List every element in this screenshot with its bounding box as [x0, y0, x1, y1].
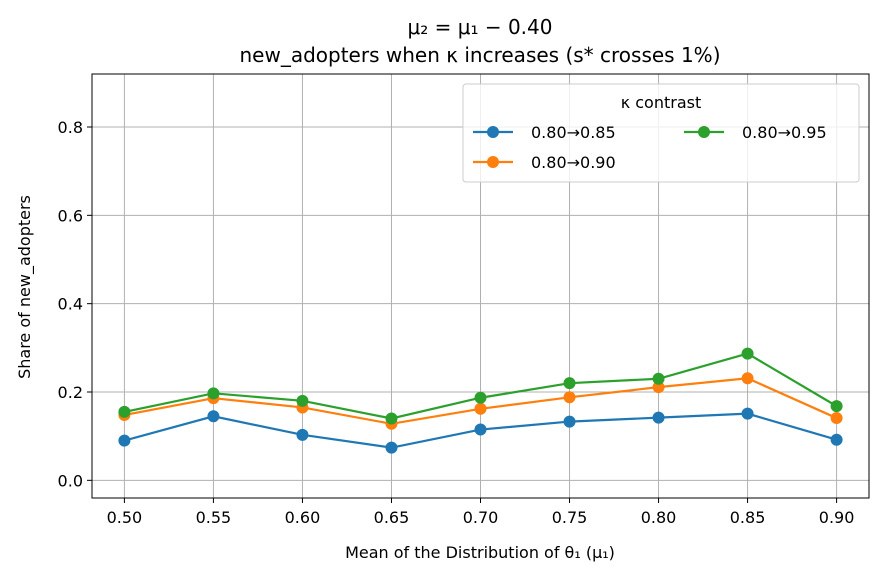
x-tick-label: 0.60	[285, 508, 321, 527]
legend-label: 0.80→0.90	[531, 153, 616, 172]
series-1	[118, 407, 843, 454]
legend-label: 0.80→0.95	[742, 123, 827, 142]
data-point	[830, 433, 843, 446]
data-point	[296, 394, 309, 407]
x-axis-label: Mean of the Distribution of θ₁ (μ₁)	[345, 543, 615, 562]
x-tick-label: 0.55	[196, 508, 232, 527]
data-point	[207, 387, 220, 400]
legend-box	[462, 83, 860, 183]
data-point	[563, 415, 576, 428]
x-tick-label: 0.85	[730, 508, 766, 527]
legend-title: κ contrast	[621, 93, 702, 112]
legend-marker	[698, 126, 710, 138]
data-point	[474, 402, 487, 415]
data-point	[741, 407, 754, 420]
data-point	[385, 412, 398, 425]
data-point	[741, 372, 754, 385]
x-tick-label: 0.50	[107, 508, 143, 527]
data-point	[830, 412, 843, 425]
legend-marker	[487, 126, 499, 138]
x-tick-label: 0.90	[819, 508, 855, 527]
data-point	[385, 441, 398, 454]
data-point	[296, 428, 309, 441]
y-tick-label: 0.8	[58, 118, 83, 137]
data-point	[652, 411, 665, 424]
data-point	[563, 377, 576, 390]
legend-entry: 0.80→0.95	[684, 123, 827, 142]
data-point	[118, 434, 131, 447]
legend-marker	[487, 156, 499, 168]
chart-title-line2: new_adopters when κ increases (s* crosse…	[239, 43, 720, 67]
series-3	[118, 347, 843, 425]
legend: κ contrast 0.80→0.85 0.80→0.90 0.80→0.95	[462, 83, 860, 183]
data-point	[741, 347, 754, 360]
y-tick-label: 0.4	[58, 295, 83, 314]
series-layer	[118, 347, 843, 454]
data-point	[830, 400, 843, 413]
data-point	[118, 405, 131, 418]
chart-title-line1: μ₂ = μ₁ − 0.40	[408, 15, 553, 39]
y-tick-label: 0.2	[58, 383, 83, 402]
data-point	[563, 391, 576, 404]
legend-label: 0.80→0.85	[531, 123, 616, 142]
x-tick-label: 0.75	[552, 508, 588, 527]
x-tick-label: 0.65	[374, 508, 410, 527]
y-tick-label: 0.0	[58, 471, 83, 490]
legend-entry: 0.80→0.85	[473, 123, 616, 142]
x-tick-label: 0.70	[463, 508, 499, 527]
data-point	[474, 391, 487, 404]
data-point	[474, 423, 487, 436]
x-tick-label: 0.80	[641, 508, 677, 527]
data-point	[652, 372, 665, 385]
y-tick-label: 0.6	[58, 206, 83, 225]
y-axis-label: Share of new_adopters	[15, 195, 35, 379]
data-point	[652, 381, 665, 394]
ticks: 0.50 0.55 0.60 0.65 0.70 0.75 0.80 0.85 0.90 0.0 0…	[58, 118, 855, 527]
legend-entry: 0.80→0.90	[473, 153, 616, 172]
data-point	[207, 410, 220, 423]
